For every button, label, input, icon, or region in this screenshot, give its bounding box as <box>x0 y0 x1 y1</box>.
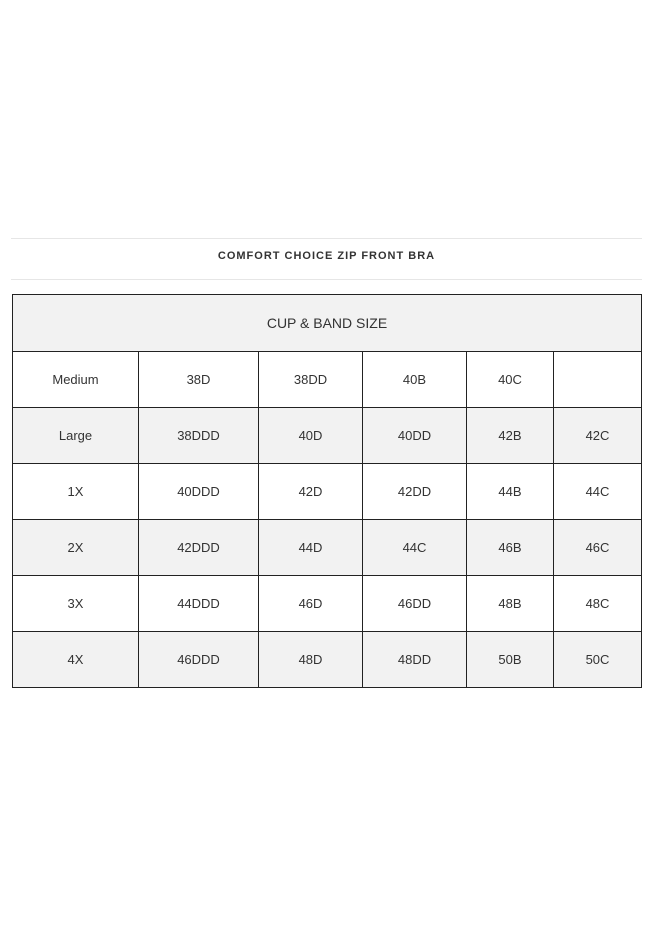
size-cell: 48D <box>258 631 363 688</box>
size-cell: 44C <box>553 463 642 520</box>
size-label: Medium <box>12 351 139 408</box>
size-cell: 46DD <box>362 575 467 632</box>
size-cell: 38D <box>138 351 259 408</box>
size-cell: 38DDD <box>138 407 259 464</box>
product-title: COMFORT CHOICE ZIP FRONT BRA <box>217 250 436 262</box>
size-label: Large <box>12 407 139 464</box>
table-row: 3X 44DDD 46D 46DD 48B 48C <box>12 575 642 632</box>
bottom-divider <box>11 279 642 280</box>
size-label: 3X <box>12 575 139 632</box>
table-row: 2X 42DDD 44D 44C 46B 46C <box>12 519 642 576</box>
size-cell: 48B <box>466 575 554 632</box>
size-label: 4X <box>12 631 139 688</box>
size-cell <box>553 351 642 408</box>
size-cell: 50C <box>553 631 642 688</box>
size-cell: 40DD <box>362 407 467 464</box>
size-cell: 50B <box>466 631 554 688</box>
size-cell: 46DDD <box>138 631 259 688</box>
size-cell: 42C <box>553 407 642 464</box>
size-label: 1X <box>12 463 139 520</box>
table-header: CUP & BAND SIZE <box>12 294 642 352</box>
size-cell: 46B <box>466 519 554 576</box>
size-cell: 40B <box>362 351 467 408</box>
size-cell: 48C <box>553 575 642 632</box>
size-cell: 46D <box>258 575 363 632</box>
table-row: 4X 46DDD 48D 48DD 50B 50C <box>12 631 642 688</box>
table-header-row: CUP & BAND SIZE <box>12 294 642 352</box>
size-chart-table: CUP & BAND SIZE Medium 38D 38DD 40B 40C Large… <box>12 294 642 688</box>
size-cell: 40C <box>466 351 554 408</box>
size-cell: 46C <box>553 519 642 576</box>
size-cell: 44C <box>362 519 467 576</box>
size-cell: 40DDD <box>138 463 259 520</box>
size-cell: 42D <box>258 463 363 520</box>
size-cell: 42DDD <box>138 519 259 576</box>
size-cell: 44D <box>258 519 363 576</box>
table-row: Large 38DDD 40D 40DD 42B 42C <box>12 407 642 464</box>
size-cell: 40D <box>258 407 363 464</box>
top-divider <box>11 238 642 239</box>
size-cell: 42B <box>466 407 554 464</box>
size-cell: 42DD <box>362 463 467 520</box>
table-row: 1X 40DDD 42D 42DD 44B 44C <box>12 463 642 520</box>
size-cell: 44DDD <box>138 575 259 632</box>
size-cell: 44B <box>466 463 554 520</box>
size-cell: 48DD <box>362 631 467 688</box>
size-cell: 38DD <box>258 351 363 408</box>
size-label: 2X <box>12 519 139 576</box>
table-row: Medium 38D 38DD 40B 40C <box>12 351 642 408</box>
